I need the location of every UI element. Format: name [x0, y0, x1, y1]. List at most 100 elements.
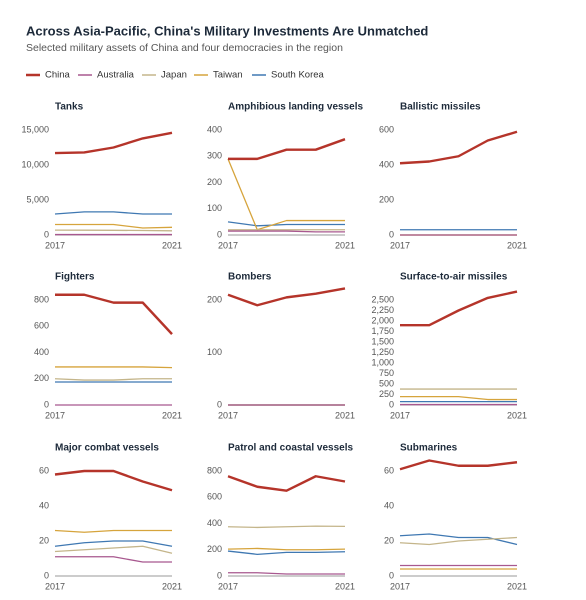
y-tick-label: 2,000 [371, 315, 394, 325]
y-tick-label: 60 [39, 465, 49, 475]
series-line [399, 533, 518, 546]
panel-title: Submarines [400, 443, 458, 454]
x-tick-label: 2017 [390, 240, 410, 250]
x-tick-label: 2021 [335, 581, 355, 591]
series-line [54, 131, 173, 155]
x-tick-label: 2017 [390, 581, 410, 591]
x-tick-label: 2021 [162, 240, 182, 250]
y-tick-label: 2,250 [371, 305, 394, 315]
page-title: Across Asia-Pacific, China's Military In… [26, 23, 428, 38]
x-tick-label: 2017 [45, 410, 65, 420]
y-tick-label: 750 [379, 368, 394, 378]
y-tick-label: 0 [217, 570, 222, 580]
legend-label: South Korea [271, 70, 325, 81]
y-tick-label: 600 [34, 321, 49, 331]
series-line [228, 138, 346, 161]
panel-title: Amphibious landing vessels [228, 102, 363, 113]
series-line [55, 223, 173, 229]
y-tick-label: 500 [379, 378, 394, 388]
y-tick-label: 20 [39, 535, 49, 545]
panel-title: Major combat vessels [55, 443, 159, 454]
x-tick-label: 2017 [218, 240, 238, 250]
series-line [227, 525, 346, 529]
series-line [55, 293, 173, 335]
y-tick-label: 0 [217, 229, 222, 239]
y-tick-label: 600 [207, 492, 222, 502]
x-tick-label: 2021 [507, 581, 527, 591]
series-line [54, 469, 173, 492]
panel-title: Bombers [228, 272, 272, 283]
panel-title: Tanks [55, 102, 84, 113]
y-tick-label: 40 [39, 500, 49, 510]
y-tick-label: 1,250 [371, 347, 394, 357]
y-tick-label: 100 [207, 347, 222, 357]
y-tick-label: 1,750 [371, 326, 394, 336]
legend-label: Australia [97, 70, 135, 81]
y-tick-label: 300 [207, 151, 222, 161]
x-tick-label: 2017 [218, 581, 238, 591]
panel-title: Patrol and coastal vessels [228, 443, 354, 454]
y-tick-label: 0 [389, 570, 394, 580]
page-subtitle: Selected military assets of China and fo… [26, 42, 343, 54]
series-line [227, 158, 345, 231]
y-tick-label: 2,500 [371, 294, 394, 304]
y-tick-label: 100 [207, 203, 222, 213]
y-tick-label: 200 [207, 177, 222, 187]
x-tick-label: 2021 [162, 581, 182, 591]
series-line [227, 547, 346, 551]
y-tick-label: 0 [389, 229, 394, 239]
x-tick-label: 2021 [162, 410, 182, 420]
y-tick-label: 0 [44, 570, 49, 580]
series-line [399, 536, 518, 546]
panel-title: Fighters [55, 272, 95, 283]
series-line [55, 556, 172, 563]
y-tick-label: 600 [379, 124, 394, 134]
series-line [227, 475, 346, 492]
x-tick-label: 2021 [507, 240, 527, 250]
y-tick-label: 800 [207, 465, 222, 475]
legend-label: China [45, 70, 71, 81]
y-tick-label: 400 [34, 347, 49, 357]
series-line [54, 378, 172, 381]
legend-label: Taiwan [213, 70, 243, 81]
series-line [54, 229, 173, 232]
series-line [55, 366, 173, 369]
series-line [400, 395, 517, 401]
series-line [54, 540, 173, 547]
y-tick-label: 200 [207, 294, 222, 304]
series-line [227, 550, 346, 555]
series-line [400, 290, 518, 327]
series-line [227, 287, 346, 307]
y-tick-label: 5,000 [26, 194, 49, 204]
series-line [228, 230, 345, 233]
series-line [54, 211, 172, 215]
y-tick-label: 200 [379, 194, 394, 204]
x-tick-label: 2017 [218, 410, 238, 420]
y-tick-label: 1,500 [371, 336, 394, 346]
y-tick-label: 40 [384, 500, 394, 510]
y-tick-label: 0 [44, 399, 49, 409]
y-tick-label: 1,000 [371, 357, 394, 367]
series-line [228, 572, 345, 575]
legend-label: Japan [161, 70, 187, 81]
y-tick-label: 60 [384, 465, 394, 475]
y-tick-label: 15,000 [21, 124, 49, 134]
y-tick-label: 400 [207, 124, 222, 134]
y-tick-label: 800 [34, 294, 49, 304]
series-line [54, 529, 172, 533]
series-line [399, 130, 518, 165]
x-tick-label: 2017 [390, 410, 410, 420]
series-line [227, 221, 345, 227]
y-tick-label: 0 [217, 399, 222, 409]
y-tick-label: 200 [34, 373, 49, 383]
y-tick-label: 20 [384, 535, 394, 545]
y-tick-label: 0 [389, 399, 394, 409]
x-tick-label: 2021 [507, 410, 527, 420]
x-tick-label: 2021 [335, 410, 355, 420]
panel-title: Surface-to-air missiles [400, 272, 508, 283]
x-tick-label: 2017 [45, 581, 65, 591]
series-line [54, 545, 173, 554]
y-tick-label: 250 [379, 389, 394, 399]
x-tick-label: 2017 [45, 240, 65, 250]
